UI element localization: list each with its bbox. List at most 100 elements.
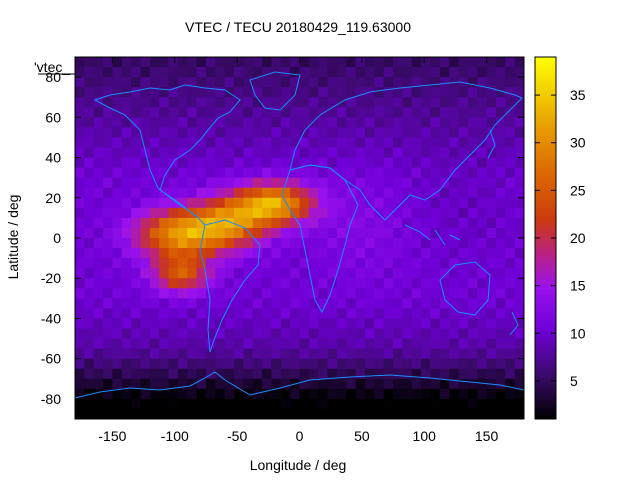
heatmap-cell	[308, 398, 319, 410]
heatmap-cell	[364, 258, 375, 269]
heatmap-cell	[355, 167, 366, 179]
heatmap-cell	[364, 378, 375, 390]
heatmap-cell	[84, 67, 95, 78]
heatmap-cell	[514, 348, 524, 360]
heatmap-cell	[196, 137, 207, 149]
heatmap-cell	[243, 217, 254, 229]
heatmap-cell	[93, 187, 104, 199]
heatmap-cell	[149, 338, 160, 350]
heatmap-cell	[374, 298, 385, 309]
heatmap-cell	[495, 248, 506, 259]
heatmap-cell	[93, 167, 104, 179]
heatmap-cell	[336, 338, 347, 350]
heatmap-cell	[121, 318, 132, 330]
heatmap-cell	[140, 368, 151, 380]
heatmap-cell	[449, 378, 460, 390]
heatmap-cell	[103, 157, 114, 169]
heatmap-cell	[187, 388, 198, 400]
heatmap-cell	[75, 97, 85, 108]
heatmap-cell	[159, 308, 170, 320]
heatmap-cell	[271, 167, 282, 179]
heatmap-cell	[234, 378, 244, 390]
heatmap-cell	[346, 328, 357, 340]
heatmap-cell	[112, 338, 123, 350]
heatmap-cell	[458, 388, 469, 400]
heatmap-cell	[336, 288, 347, 299]
heatmap-cell	[149, 308, 160, 320]
heatmap-cell	[177, 147, 188, 159]
heatmap-cell	[477, 248, 488, 259]
heatmap-cell	[318, 177, 329, 189]
heatmap-cell	[449, 278, 460, 289]
heatmap-cell	[467, 308, 478, 320]
heatmap-cell	[467, 77, 478, 88]
heatmap-cell	[75, 137, 85, 149]
heatmap-cell	[486, 238, 497, 249]
heatmap-cell	[262, 348, 273, 360]
heatmap-cell	[411, 177, 422, 189]
heatmap-cell	[112, 107, 123, 118]
heatmap-cell	[374, 288, 385, 299]
heatmap-cell	[439, 328, 450, 340]
heatmap-cell	[262, 127, 273, 139]
heatmap-cell	[84, 127, 95, 139]
heatmap-cell	[84, 227, 95, 239]
heatmap-cell	[262, 197, 273, 209]
heatmap-cell	[467, 187, 478, 199]
heatmap-cell	[177, 338, 188, 350]
heatmap-cell	[505, 368, 516, 380]
heatmap-cell	[224, 67, 235, 78]
heatmap-cell	[364, 248, 375, 259]
heatmap-cell	[177, 77, 188, 88]
heatmap-cell	[449, 368, 460, 380]
heatmap-cell	[196, 278, 207, 289]
heatmap-cell	[290, 398, 301, 410]
heatmap-cell	[215, 358, 226, 370]
heatmap-cell	[93, 278, 104, 289]
heatmap-cell	[514, 288, 524, 299]
heatmap-cell	[196, 348, 207, 360]
heatmap-cell	[486, 167, 497, 179]
heatmap-cell	[393, 248, 403, 259]
heatmap-cell	[149, 408, 160, 419]
heatmap-cell	[121, 137, 132, 149]
heatmap-cell	[393, 368, 403, 380]
heatmap-cell	[374, 207, 385, 219]
heatmap-cell	[187, 217, 198, 229]
heatmap-cell	[411, 147, 422, 159]
heatmap-cell	[168, 328, 179, 340]
heatmap-cell	[505, 248, 516, 259]
heatmap-cell	[411, 67, 422, 78]
heatmap-cell	[383, 127, 394, 139]
heatmap-cell	[177, 97, 188, 108]
heatmap-cell	[458, 107, 469, 118]
heatmap-cell	[187, 167, 198, 179]
heatmap-cell	[299, 348, 310, 360]
heatmap-cell	[383, 328, 394, 340]
heatmap-cell	[355, 328, 366, 340]
heatmap-cell	[327, 187, 338, 199]
heatmap-cell	[336, 308, 347, 320]
heatmap-cell	[159, 248, 170, 259]
heatmap-cell	[290, 167, 301, 179]
heatmap-cell	[411, 408, 422, 419]
heatmap-cell	[374, 328, 385, 340]
heatmap-cell	[514, 308, 524, 320]
heatmap-cell	[205, 408, 216, 419]
heatmap-cell	[449, 258, 460, 269]
heatmap-cell	[168, 268, 179, 279]
heatmap-cell	[215, 207, 226, 219]
heatmap-cell	[383, 278, 394, 289]
heatmap-cell	[290, 238, 301, 249]
heatmap-cell	[308, 127, 319, 139]
heatmap-cell	[121, 268, 132, 279]
heatmap-cell	[458, 278, 469, 289]
heatmap-cell	[121, 57, 132, 68]
heatmap-cell	[439, 408, 450, 419]
heatmap-cell	[205, 67, 216, 78]
heatmap-cell	[495, 127, 506, 139]
heatmap-cell	[215, 87, 226, 98]
heatmap-cell	[75, 318, 85, 330]
heatmap-cell	[168, 87, 179, 98]
heatmap-cell	[495, 117, 506, 128]
